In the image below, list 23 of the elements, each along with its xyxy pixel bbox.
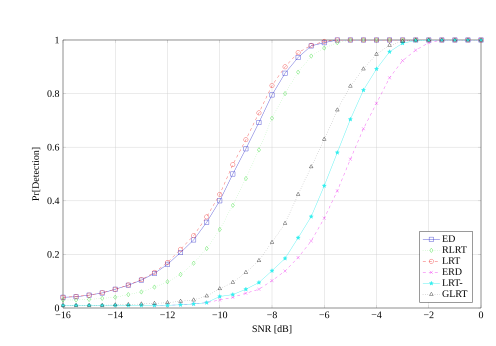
x-axis-title: SNR [dB] (252, 325, 292, 334)
legend-label: RLRT (442, 246, 467, 253)
x-tick-label: −16 (56, 312, 70, 318)
y-tick-label: 0.2 (47, 251, 59, 258)
x-tick-label: −8 (267, 312, 277, 318)
x-tick-label: −14 (108, 312, 123, 318)
legend-label: GLRT (442, 290, 468, 298)
legend-label: LRT- (442, 279, 462, 286)
y-tick-label: 0.6 (47, 144, 60, 151)
y-tick-label: 0.8 (47, 90, 60, 97)
y-tick-label: 0 (54, 304, 60, 312)
legend-label: LRT (442, 257, 460, 264)
legend-label: ERD (442, 268, 462, 275)
y-tick-label: 1 (55, 36, 59, 44)
x-tick-label: −4 (372, 312, 382, 318)
x-tick-label: −2 (424, 312, 434, 318)
y-axis-title: Pr[Detection] (32, 148, 40, 201)
x-tick-label: −12 (160, 312, 175, 318)
x-tick-label: 0 (478, 312, 484, 318)
x-tick-label: −10 (212, 312, 228, 318)
x-tick-label: −6 (319, 312, 330, 318)
y-tick-label: 0.4 (47, 197, 60, 204)
legend-label: ED (442, 235, 455, 242)
